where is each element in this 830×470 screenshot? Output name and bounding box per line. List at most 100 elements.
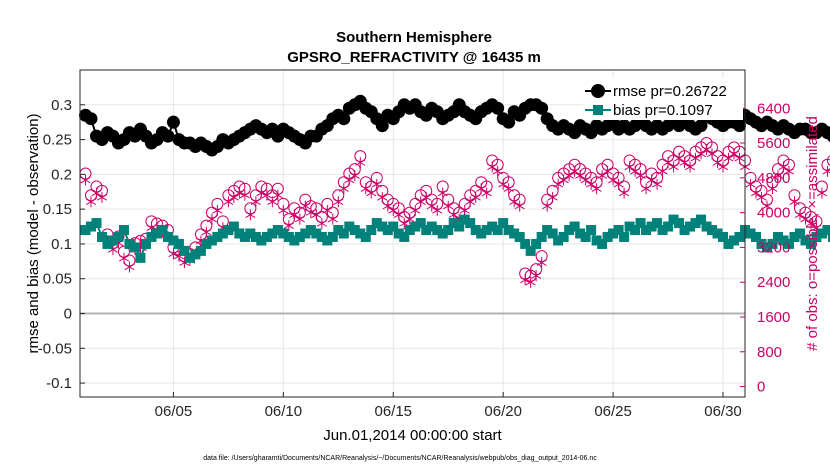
- bias-marker: [190, 249, 201, 260]
- obs-assimilated-marker: [85, 196, 97, 208]
- obs-assimilated-marker: [465, 196, 476, 208]
- obs-assimilated-marker: [250, 196, 261, 208]
- asterisk-stroke: [470, 194, 481, 201]
- bias-marker: [641, 225, 652, 236]
- bias-marker: [630, 225, 641, 236]
- obs-assimilated-marker: [168, 248, 179, 260]
- x-tick-label: 06/15: [374, 403, 412, 420]
- obs-assimilated-marker: [261, 189, 272, 201]
- bias-marker: [553, 235, 564, 246]
- obs-assimilated-marker: [695, 148, 707, 160]
- asterisk-stroke: [767, 185, 778, 192]
- bias-marker: [157, 225, 168, 236]
- bias-marker: [102, 238, 113, 249]
- obs-assimilated-marker: [685, 161, 696, 173]
- bias-marker: [701, 221, 712, 232]
- obs-assimilated-marker: [338, 183, 349, 195]
- bias-marker: [201, 238, 212, 249]
- bias-marker: [135, 252, 146, 263]
- asterisk-stroke: [816, 189, 827, 197]
- asterisk-stroke: [624, 163, 635, 171]
- asterisk-stroke: [575, 172, 586, 179]
- obs-assimilated-marker: [723, 152, 734, 164]
- rmse-marker: [491, 101, 505, 115]
- obs-assimilated-marker: [789, 196, 800, 208]
- legend-label-bias: bias pr=0.1097: [613, 102, 713, 119]
- obs-assimilated-marker: [393, 209, 404, 221]
- obs-assimilated-marker: [750, 187, 762, 199]
- asterisk-stroke: [399, 220, 410, 227]
- obs-assimilated-marker: [553, 178, 564, 190]
- obs-assimilated-marker: [772, 170, 784, 182]
- asterisk-stroke: [311, 211, 322, 218]
- bias-marker: [448, 218, 459, 229]
- bias-marker: [338, 228, 349, 239]
- obs-assimilated-marker: [619, 187, 630, 199]
- bias-marker: [718, 231, 729, 242]
- asterisk-stroke: [657, 168, 668, 175]
- obs-assimilated-marker: [706, 148, 718, 160]
- data-file-footnote: data file: /Users/gharamti/Documents/NCA…: [203, 455, 597, 462]
- bias-marker: [723, 238, 734, 249]
- bias-marker: [822, 225, 830, 236]
- asterisk-stroke: [558, 176, 569, 184]
- bias-marker: [217, 228, 228, 239]
- rmse-marker: [375, 119, 389, 133]
- bias-marker: [344, 221, 355, 232]
- bias-marker: [827, 231, 830, 242]
- asterisk-stroke: [250, 198, 261, 205]
- asterisk-stroke: [794, 211, 805, 218]
- asterisk-stroke: [750, 189, 762, 197]
- obs-assimilated-marker: [366, 187, 377, 199]
- obs-assimilated-marker: [805, 217, 816, 229]
- obs-assimilated-marker: [734, 152, 745, 164]
- asterisk-stroke: [366, 189, 377, 197]
- asterisk-stroke: [564, 172, 575, 179]
- bias-marker: [531, 238, 542, 249]
- rmse-marker: [826, 130, 830, 142]
- asterisk-stroke: [608, 176, 619, 184]
- bias-marker: [558, 231, 569, 242]
- asterisk-stroke: [322, 207, 333, 214]
- asterisk-stroke: [542, 202, 553, 210]
- obs-assimilated-marker: [728, 148, 740, 160]
- bias-marker: [349, 225, 360, 236]
- obs-assimilated-marker: [437, 187, 448, 199]
- y-tick-label-right: 0: [757, 379, 765, 396]
- asterisk-stroke: [536, 259, 547, 266]
- asterisk-stroke: [811, 224, 822, 232]
- asterisk-stroke: [580, 176, 591, 184]
- obs-assimilated-marker: [536, 257, 547, 269]
- bias-marker: [388, 221, 399, 232]
- obs-assimilated-marker: [234, 187, 245, 199]
- obs-assimilated-marker: [377, 191, 388, 203]
- obs-assimilated-marker: [498, 178, 509, 190]
- obs-assimilated-marker: [256, 187, 267, 199]
- bias-marker: [85, 221, 96, 232]
- bias-marker: [794, 228, 805, 239]
- asterisk-stroke: [734, 155, 745, 162]
- obs-assimilated-marker: [96, 191, 108, 203]
- bias-marker: [267, 228, 278, 239]
- obs-assimilated-marker: [124, 261, 135, 273]
- asterisk-stroke: [783, 168, 795, 175]
- asterisk-stroke: [465, 198, 476, 205]
- asterisk-stroke: [421, 194, 432, 201]
- bias-marker: [327, 231, 338, 242]
- obs-assimilated-marker: [267, 196, 278, 208]
- bias-marker: [129, 242, 140, 253]
- asterisk-stroke: [206, 215, 217, 223]
- obs-assimilated-marker: [404, 213, 415, 225]
- obs-assimilated-marker: [586, 178, 597, 190]
- bias-marker: [657, 225, 668, 236]
- obs-assimilated-marker: [294, 213, 305, 225]
- bias-marker: [619, 231, 630, 242]
- asterisk-stroke: [498, 181, 509, 188]
- asterisk-stroke: [294, 215, 305, 223]
- asterisk-stroke: [355, 159, 366, 166]
- bias-marker: [679, 225, 690, 236]
- tick-marks: 0.3 0.25 0.2 0.15 0.1 0.05 0 -0.05 -0.1 6400 5600 4…: [38, 97, 791, 420]
- obs-assimilated-marker: [228, 191, 239, 203]
- obs-assimilated-marker: [481, 187, 492, 199]
- asterisk-stroke: [146, 224, 157, 232]
